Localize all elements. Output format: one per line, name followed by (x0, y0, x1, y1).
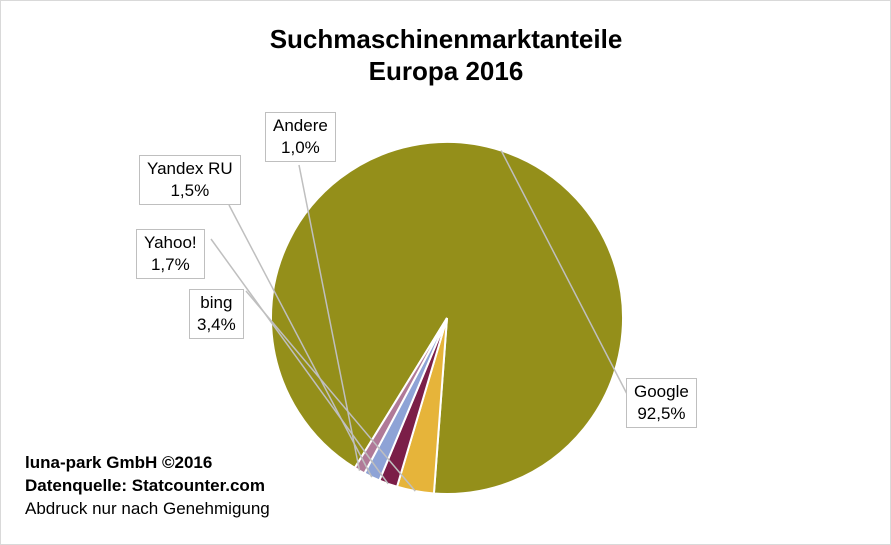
data-label-yandex-value: 1,5% (170, 181, 210, 200)
data-label-yandex: Yandex RU 1,5% (139, 155, 241, 205)
data-label-yahoo-value: 1,7% (150, 255, 190, 274)
credits-copyright: luna-park GmbH ©2016 (25, 453, 213, 472)
data-label-andere: Andere 1,0% (265, 112, 336, 162)
data-label-andere-value: 1,0% (281, 138, 320, 157)
data-label-bing-value: 3,4% (197, 315, 236, 334)
data-label-bing: bing 3,4% (189, 289, 244, 339)
data-label-yandex-name: Yandex RU (147, 159, 233, 178)
data-label-yahoo: Yahoo! 1,7% (136, 229, 205, 279)
data-label-google: Google 92,5% (626, 378, 697, 428)
leader-line-yahoo (210, 238, 389, 485)
data-label-andere-name: Andere (273, 116, 328, 135)
chart-title-line-2: Europa 2016 (368, 56, 524, 86)
data-label-yahoo-name: Yahoo! (144, 233, 197, 252)
chart-title: Suchmaschinenmarktanteile Europa 2016 (221, 23, 671, 87)
data-label-google-value: 92,5% (637, 404, 686, 423)
leader-line-google (500, 150, 628, 395)
credits: luna-park GmbH ©2016 Datenquelle: Statco… (25, 451, 270, 520)
leader-line-bing (245, 290, 416, 492)
credits-reprint-note: Abdruck nur nach Genehmigung (25, 499, 270, 518)
chart-title-line-1: Suchmaschinenmarktanteile (269, 24, 623, 54)
leader-line-yandex (228, 204, 373, 478)
data-label-google-name: Google (634, 382, 689, 401)
credits-source: Datenquelle: Statcounter.com (25, 476, 265, 495)
data-label-bing-name: bing (200, 293, 233, 312)
pie-slice-andere (353, 317, 448, 475)
leader-line-andere (298, 164, 361, 471)
